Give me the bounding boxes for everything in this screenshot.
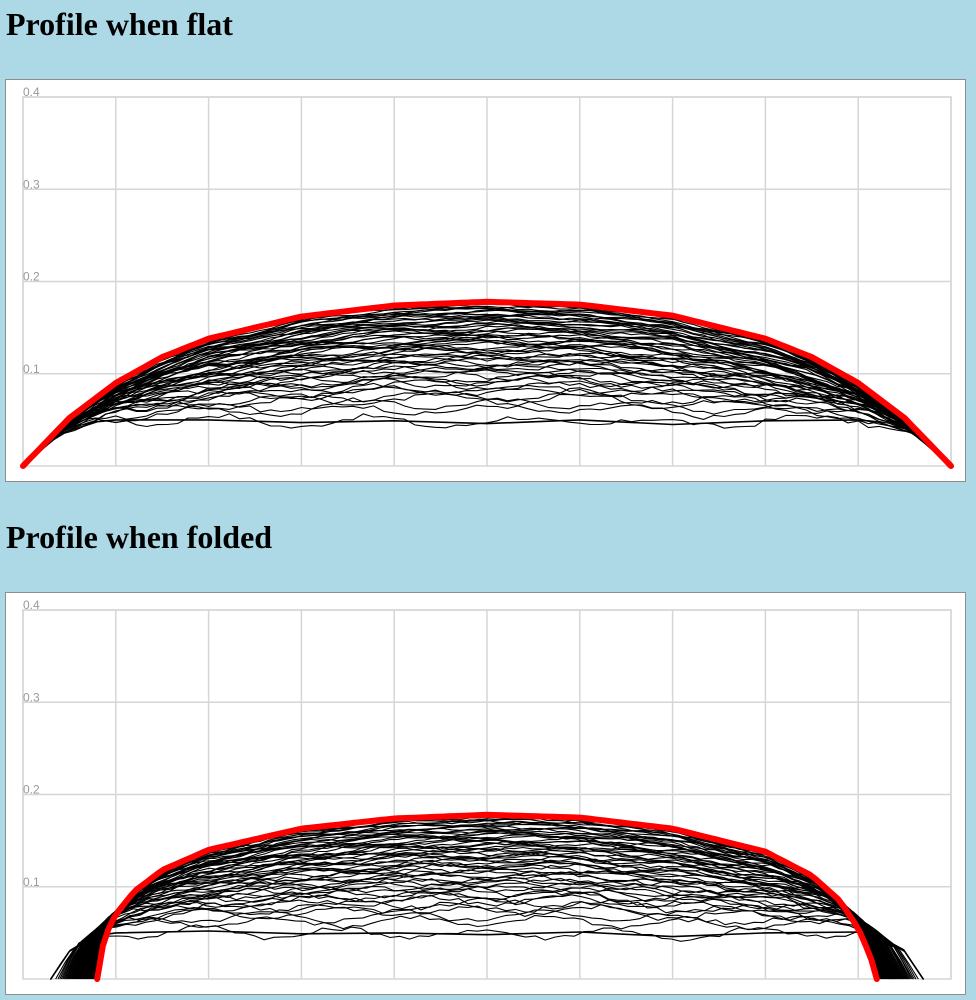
- profile-line: [22, 324, 952, 467]
- profile-line: [81, 851, 893, 980]
- chart-title-folded: Profile when folded: [6, 519, 273, 555]
- final-profile-line: [20, 298, 954, 469]
- profile-line: [66, 887, 908, 980]
- profile-line: [57, 909, 917, 980]
- profile-line: [22, 352, 952, 467]
- final-profile-line: [94, 811, 880, 982]
- profile-line: [94, 818, 880, 980]
- y-tick-label: 0.3: [23, 690, 40, 704]
- profile-line: [75, 864, 899, 980]
- chart-title-flat: Profile when flat: [6, 6, 233, 42]
- lowest-profile-line: [49, 930, 925, 980]
- profile-line: [88, 834, 886, 980]
- profile-line: [65, 888, 909, 980]
- profile-line: [77, 859, 897, 980]
- profile-line: [22, 375, 952, 467]
- profile-line: [22, 386, 952, 467]
- profile-line: [22, 322, 952, 467]
- profile-line: [55, 914, 919, 980]
- profile-line: [22, 370, 952, 467]
- chart-folded-plot: 0.1 0.2 0.3 0.4: [22, 598, 952, 982]
- profile-line: [22, 343, 952, 467]
- intermediate-profiles: [50, 813, 924, 980]
- plot-frame: [22, 609, 952, 980]
- profile-line: [73, 870, 901, 980]
- grid: [22, 609, 952, 980]
- profile-line: [91, 827, 883, 980]
- profile-line: [22, 305, 952, 467]
- profile-line: [83, 845, 891, 980]
- profile-line: [50, 924, 924, 980]
- profile-line: [22, 392, 952, 467]
- y-tick-label: 0.4: [23, 598, 40, 612]
- grid: [22, 96, 952, 467]
- profile-line: [22, 371, 952, 467]
- profile-line: [60, 901, 914, 980]
- y-tick-label: 0.2: [23, 783, 40, 797]
- profile-line: [22, 366, 952, 467]
- profile-line: [83, 846, 891, 980]
- profile-line: [22, 351, 952, 467]
- profile-line: [72, 871, 902, 980]
- lowest-profile-line: [22, 419, 952, 467]
- y-tick-label: 0.3: [23, 177, 40, 191]
- y-tick-label: 0.4: [23, 85, 40, 99]
- profile-line: [64, 891, 910, 980]
- profile-line: [85, 840, 889, 980]
- profile-line: [22, 345, 952, 467]
- profile-line: [22, 313, 952, 467]
- chart-flat: 0.1 0.2 0.3 0.4: [5, 79, 966, 482]
- profile-line: [67, 885, 907, 980]
- y-tick-label: 0.1: [23, 875, 40, 889]
- chart-flat-plot: 0.1 0.2 0.3 0.4: [20, 85, 954, 469]
- chart-folded: 0.1 0.2 0.3 0.4: [5, 592, 966, 995]
- profile-line: [93, 821, 881, 980]
- profile-line: [22, 359, 952, 467]
- plot-frame: [22, 96, 952, 467]
- profile-line: [70, 878, 904, 980]
- y-tick-label: 0.2: [23, 270, 40, 284]
- y-tick-label: 0.1: [23, 362, 40, 376]
- profile-line: [78, 858, 896, 980]
